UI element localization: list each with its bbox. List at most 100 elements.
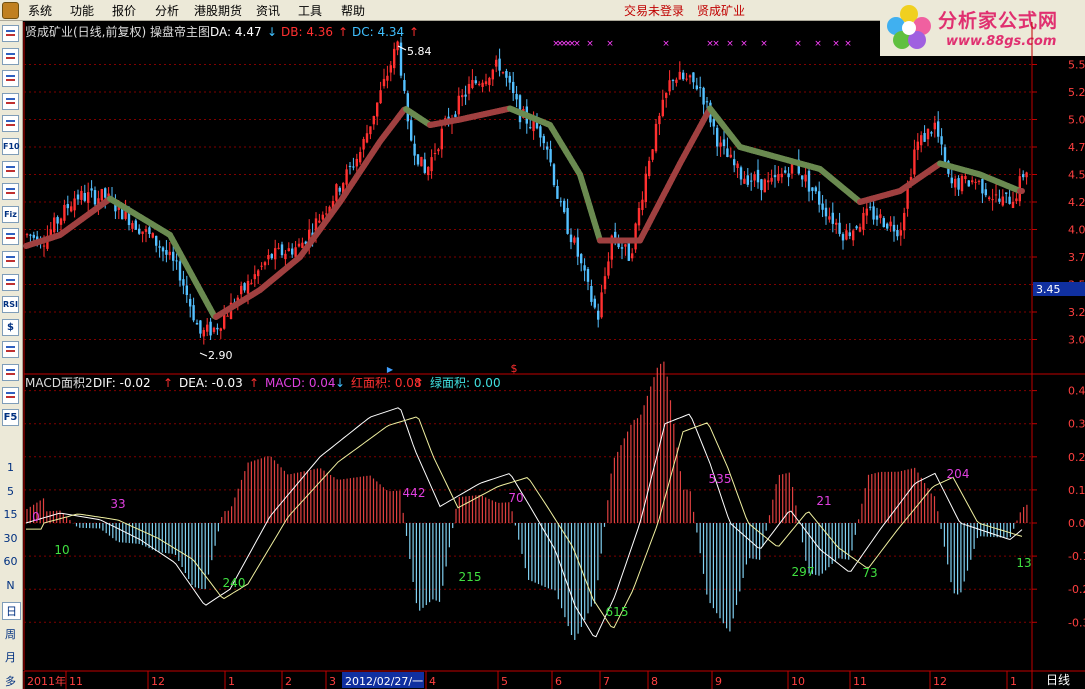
candle-body	[729, 154, 732, 158]
candle-body	[32, 234, 35, 238]
candle-body	[393, 48, 396, 69]
price-tick-label: 4.00	[1068, 224, 1085, 237]
candle-body	[342, 183, 345, 196]
date-label: 1	[228, 675, 235, 688]
f5-icon[interactable]: F5	[2, 409, 19, 427]
fiz-icon[interactable]: Fiz	[2, 205, 19, 223]
list-icon[interactable]	[2, 47, 19, 65]
candle-body	[542, 136, 545, 144]
candle-body	[593, 298, 596, 308]
candle-body	[678, 71, 681, 80]
green-area-label: 215	[459, 570, 482, 584]
pen-icon[interactable]	[2, 386, 19, 404]
candle-body	[875, 215, 879, 220]
period-2[interactable]: 15	[3, 508, 18, 521]
candle-body	[586, 269, 590, 282]
app-logo-icon[interactable]	[2, 2, 19, 19]
candle-body	[597, 310, 600, 320]
candle-body	[185, 285, 188, 295]
candle-body	[202, 330, 205, 337]
zoom-out-icon[interactable]	[2, 251, 19, 268]
candle-body	[151, 233, 154, 238]
candle-body	[614, 231, 617, 241]
wave-icon[interactable]	[2, 273, 19, 291]
candle-body	[369, 126, 372, 135]
period-7[interactable]: 周	[5, 627, 16, 641]
dollar-icon[interactable]: $	[2, 318, 19, 336]
grid-icon[interactable]	[2, 160, 19, 178]
macd-tick-label: -0.30	[1068, 616, 1085, 629]
candle-body	[1001, 196, 1004, 206]
move-icon[interactable]	[2, 341, 19, 359]
candle-body	[93, 190, 97, 205]
candle-body	[287, 248, 290, 252]
candle-body	[178, 261, 182, 281]
candle-body	[158, 246, 161, 248]
candle-body	[138, 228, 141, 234]
menu-hk-futures[interactable]: 港股期货	[194, 4, 243, 18]
date-label: 11	[853, 675, 867, 688]
candle-body	[906, 185, 909, 209]
menu-analysis[interactable]: 分析	[155, 4, 180, 18]
candle-body	[699, 87, 702, 89]
f10-icon[interactable]: F10	[2, 138, 20, 155]
period-5[interactable]: N	[6, 578, 15, 592]
candle-body	[563, 200, 566, 213]
macd-indicator-arrow-2: ↓	[335, 376, 345, 390]
menu-help[interactable]: 帮助	[341, 4, 366, 18]
menu-quote[interactable]: 报价	[112, 4, 137, 18]
fill-icon[interactable]	[2, 364, 19, 381]
low-pointer	[199, 352, 208, 357]
period-0[interactable]: 1	[7, 461, 14, 474]
candle-body	[801, 175, 804, 180]
candle-body	[920, 135, 923, 146]
signal-mark: ×	[568, 39, 576, 49]
candle-body	[104, 188, 107, 198]
candle-icon[interactable]	[2, 92, 19, 110]
period-4[interactable]: 60	[3, 555, 18, 568]
macd-tick-label: -0.20	[1068, 583, 1085, 596]
candle-body	[314, 218, 318, 233]
menu-system[interactable]: 系统	[28, 4, 53, 18]
candle-body	[396, 41, 399, 51]
candle-body	[971, 180, 974, 183]
rsi-icon[interactable]: RSI	[2, 296, 19, 314]
menu-news[interactable]: 资讯	[256, 4, 281, 18]
candle-body	[512, 81, 515, 94]
table-icon[interactable]	[2, 115, 19, 133]
period-1[interactable]: 5	[7, 484, 14, 498]
menu-bar: 系统 功能 报价 分析 港股期货 资讯 工具 帮助 交易未登录 贤成矿业	[0, 0, 1085, 21]
macd-tick-label: 0.10	[1068, 484, 1085, 497]
line-chart-icon[interactable]	[2, 70, 19, 88]
zoom-in-icon[interactable]	[2, 228, 19, 246]
period-9[interactable]: 多	[5, 674, 16, 688]
candle-body	[280, 244, 284, 256]
candle-body	[294, 247, 297, 257]
candle-body	[46, 235, 49, 249]
period-6[interactable]: 日	[2, 602, 21, 620]
candle-body	[930, 132, 933, 134]
info-icon[interactable]	[2, 183, 19, 201]
candle-body	[372, 116, 375, 125]
candle-body	[318, 220, 321, 223]
candle-body	[243, 283, 246, 291]
candle-body	[121, 205, 124, 220]
trade-login-status[interactable]: 交易未登录	[624, 4, 685, 18]
candle-body	[325, 213, 328, 215]
candle-body	[610, 235, 613, 260]
menu-function[interactable]: 功能	[70, 4, 95, 18]
candle-body	[97, 198, 100, 207]
menu-tools[interactable]: 工具	[298, 4, 323, 18]
candle-body	[270, 254, 273, 259]
candle-body	[389, 65, 392, 73]
green-area-label: 297	[792, 565, 815, 579]
period-3[interactable]: 30	[3, 531, 18, 545]
candle-body	[226, 315, 229, 317]
candle-body	[943, 147, 947, 163]
candle-body	[464, 94, 467, 97]
quote-icon[interactable]	[2, 25, 19, 42]
date-label: 8	[651, 675, 658, 688]
period-8[interactable]: 月	[5, 651, 16, 664]
signal-mark: ×	[844, 39, 852, 49]
